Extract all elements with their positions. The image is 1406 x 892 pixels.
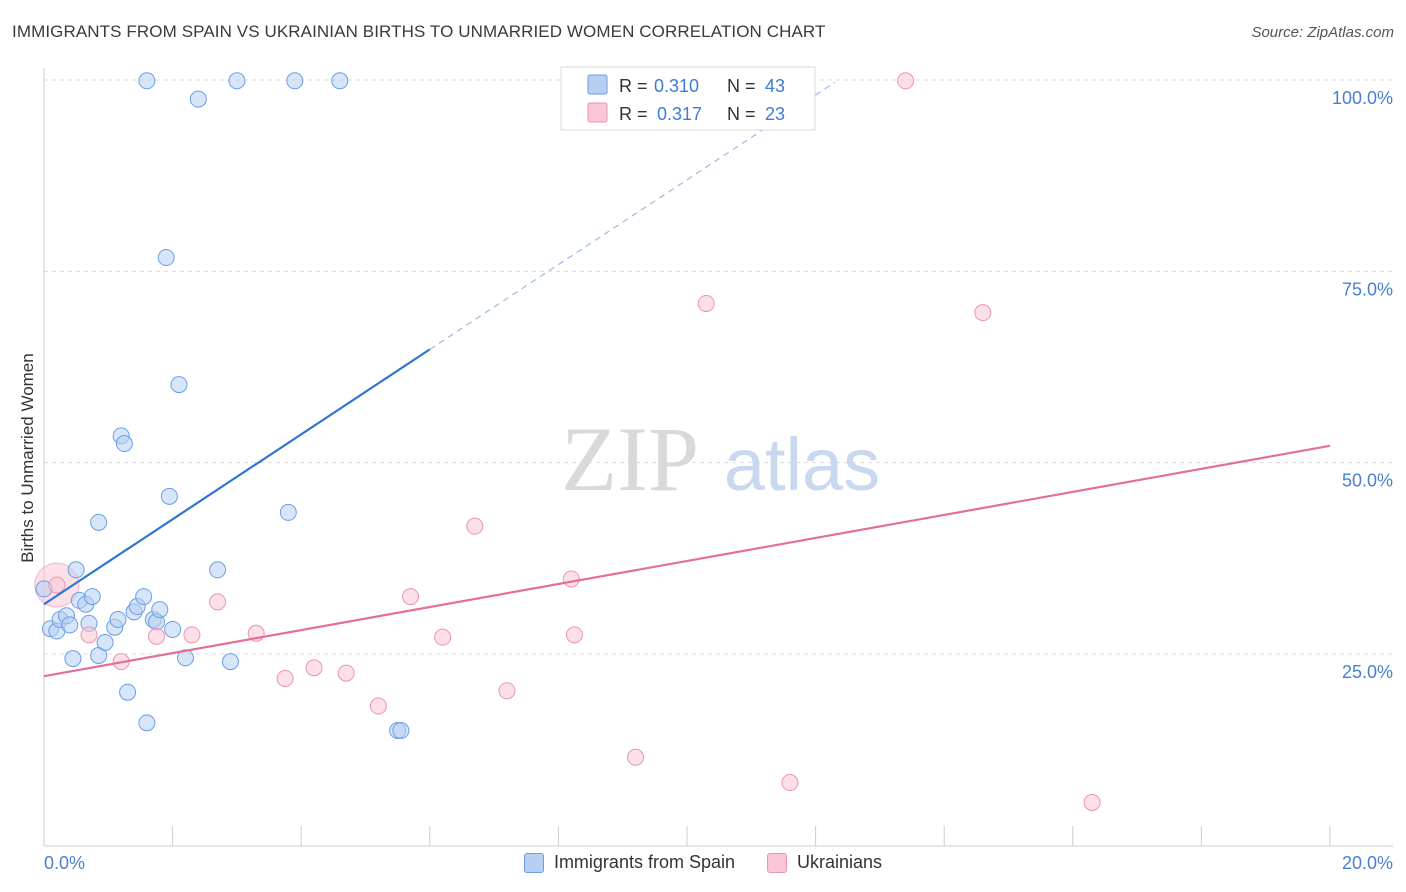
data-point-spain [170,376,188,394]
trendline-spain [43,348,431,606]
y-axis-label: Births to Unmarried Women [18,353,37,562]
legend-swatch-ukrainians-bottom [767,852,787,873]
watermark: ZIP atlas [561,408,880,510]
data-point-spain [209,561,227,579]
data-point-spain [228,72,246,90]
data-point-ukrainians [1083,793,1101,811]
data-point-spain [96,633,114,651]
chart-title: IMMIGRANTS FROM SPAIN VS UKRAINIAN BIRTH… [12,22,826,41]
data-point-ukrainians [276,669,294,687]
legend-n-value-spain: 43 [765,76,785,96]
y-tick-label: 25.0% [1342,662,1393,682]
inset-legend: R = 0.310 N = 43 R = 0.317 N = 23 [560,66,816,131]
legend-swatch-ukrainians [587,102,608,123]
data-point-spain [64,650,82,668]
trend-lines [43,81,1331,678]
data-point-ukrainians [402,588,420,606]
data-point-spain [138,714,156,732]
data-point-spain [83,588,101,606]
data-point-ukrainians [897,72,915,90]
data-point-ukrainians [305,659,323,677]
watermark-atlas: atlas [724,423,880,506]
data-point-ukrainians [781,774,799,792]
gridlines [44,79,1393,655]
data-point-spain [286,72,304,90]
data-point-spain [90,513,108,531]
data-point-ukrainians [369,697,387,715]
y-tick-label: 75.0% [1342,279,1393,299]
legend-n-value-ukrainians: 23 [765,104,785,124]
x-tick-label-max: 20.0% [1342,853,1393,873]
trendline-spain-extension [429,81,836,350]
data-point-ukrainians [209,593,227,611]
axes [43,68,1393,847]
y-tick-label: 100.0% [1332,88,1393,108]
legend-label-spain: Immigrants from Spain [553,852,735,872]
legend-label-ukrainians: Ukrainians [797,852,883,872]
data-points [34,72,1101,811]
legend-n-label-spain: N = [727,76,756,96]
data-point-ukrainians [434,628,452,646]
data-point-spain [67,561,85,579]
legend-swatch-spain-bottom [523,852,544,873]
data-point-spain [221,653,239,671]
data-point-spain [115,435,133,453]
data-point-spain [138,72,156,90]
y-tick-labels: 25.0% 50.0% 75.0% 100.0% [1332,88,1393,682]
data-point-ukrainians [627,748,645,766]
data-point-spain [392,722,410,740]
data-point-ukrainians [183,626,201,644]
bottom-legend: Immigrants from Spain Ukrainians [0,852,1406,873]
data-point-spain [164,620,182,638]
legend-n-label-ukrainians: N = [727,104,756,124]
x-tick-label-min: 0.0% [44,853,85,873]
legend-r-value-spain: 0.310 [654,76,699,96]
data-point-ukrainians [565,626,583,644]
data-point-ukrainians [48,576,66,594]
trendline-ukrainians [43,444,1331,678]
legend-item-spain: Immigrants from Spain [523,852,735,873]
y-tick-label: 50.0% [1342,471,1393,491]
data-point-spain [135,588,153,606]
data-point-spain [189,90,207,108]
data-point-spain [157,249,175,267]
data-point-ukrainians [498,682,516,700]
data-point-ukrainians [562,570,580,588]
chart-source: Source: ZipAtlas.com [1251,24,1394,41]
data-point-spain [331,72,349,90]
data-point-spain [160,487,178,505]
data-point-ukrainians [337,664,355,682]
data-point-spain [119,683,137,701]
legend-r-label-ukrainians: R = [619,104,648,124]
data-point-spain [61,616,79,634]
legend-r-value-ukrainians: 0.317 [657,104,702,124]
legend-swatch-spain [587,74,608,95]
legend-r-label-spain: R = [619,76,648,96]
data-point-ukrainians [148,627,166,645]
data-point-ukrainians [80,626,98,644]
data-point-spain [151,601,169,619]
data-point-ukrainians [697,294,715,312]
watermark-zip: ZIP [561,408,699,510]
data-point-ukrainians [466,517,484,535]
data-point-spain [109,611,127,629]
data-point-spain [279,503,297,521]
legend-item-ukrainians: Ukrainians [767,852,882,873]
data-point-ukrainians [974,304,992,322]
